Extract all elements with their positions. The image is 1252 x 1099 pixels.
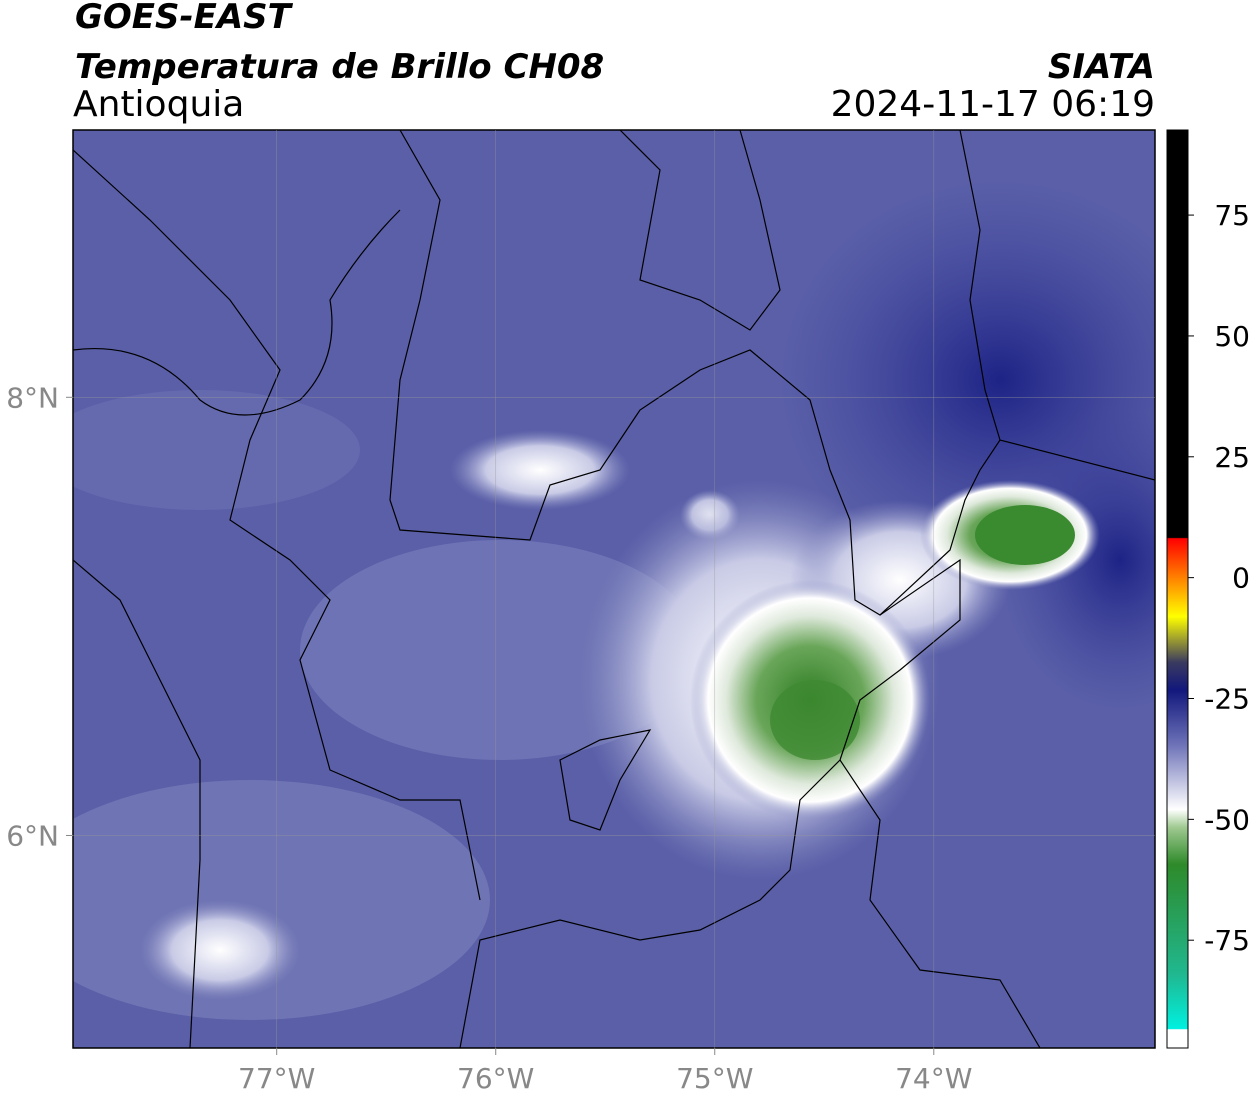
map-image [73, 130, 1155, 1048]
datetime: 2024-11-17 06:19 [831, 84, 1155, 125]
colorbar-tick-label: -75 [1204, 924, 1250, 957]
map-frame [72, 129, 1156, 1049]
region: Antioquia [73, 84, 244, 125]
x-tick-label: 76°W [457, 1062, 534, 1095]
x-tick-label: 74°W [895, 1062, 972, 1095]
colorbar-tick-label: -25 [1204, 682, 1250, 715]
y-tick-label: 8°N [6, 381, 59, 414]
colorbar-tick-label: -50 [1204, 803, 1250, 836]
x-tick-label: 77°W [238, 1062, 315, 1095]
colorbar-tick-label: 75 [1214, 199, 1250, 232]
source: GOES-EAST [75, 0, 294, 37]
colorbar-tick-label: 0 [1232, 562, 1250, 595]
agency: SIATA [1048, 47, 1155, 87]
colorbar [1166, 129, 1189, 1049]
x-tick-label: 75°W [676, 1062, 753, 1095]
colorbar-tick-label: 25 [1214, 441, 1250, 474]
colorbar-tick-label: 50 [1214, 320, 1250, 353]
y-tick-label: 6°N [6, 819, 59, 852]
product: Temperatura de Brillo CH08 [75, 47, 604, 87]
